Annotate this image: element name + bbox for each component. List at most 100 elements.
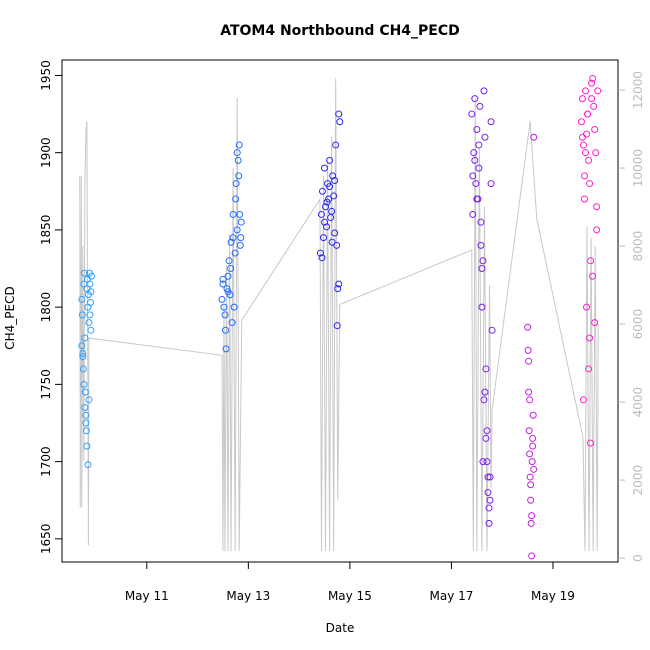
- point: [326, 183, 334, 191]
- y2-tick-label: 2000: [631, 465, 645, 496]
- point: [526, 396, 534, 404]
- point: [229, 210, 237, 218]
- point: [221, 311, 229, 319]
- point: [594, 87, 602, 95]
- point: [222, 345, 230, 353]
- point: [327, 214, 335, 222]
- point: [331, 176, 339, 184]
- point: [476, 102, 484, 110]
- point: [335, 110, 343, 118]
- point: [468, 110, 476, 118]
- point: [221, 326, 229, 334]
- point: [484, 473, 492, 481]
- point: [486, 473, 494, 481]
- point: [593, 203, 601, 211]
- point: [479, 257, 487, 265]
- point: [488, 326, 496, 334]
- point: [234, 156, 242, 164]
- point: [86, 311, 94, 319]
- point: [232, 180, 240, 188]
- point: [475, 164, 483, 172]
- point: [479, 458, 487, 466]
- point: [587, 439, 595, 447]
- point: [524, 346, 532, 354]
- point: [82, 419, 90, 427]
- point: [237, 234, 245, 242]
- y-tick-label: 1800: [39, 292, 53, 323]
- point: [525, 388, 533, 396]
- point: [481, 133, 489, 141]
- point: [593, 226, 601, 234]
- point: [318, 254, 326, 262]
- point: [78, 295, 86, 303]
- point: [587, 257, 595, 265]
- y2-tick-label: 0: [631, 554, 645, 562]
- point: [328, 238, 336, 246]
- point: [236, 241, 244, 249]
- x-tick-label: May 19: [531, 589, 575, 603]
- point: [487, 118, 495, 126]
- y-tick-label: 1950: [39, 60, 53, 91]
- point: [529, 442, 537, 450]
- plot-frame: [61, 59, 619, 563]
- x-tick-label: May 15: [328, 589, 372, 603]
- point: [529, 411, 537, 419]
- point: [228, 319, 236, 327]
- y-tick-label: 1650: [39, 524, 53, 555]
- point: [230, 303, 238, 311]
- point: [321, 164, 329, 172]
- y2-tick-label: 12000: [631, 71, 645, 109]
- point: [79, 353, 87, 361]
- point: [590, 102, 598, 110]
- point: [528, 458, 536, 466]
- point: [588, 95, 596, 103]
- point: [78, 311, 86, 319]
- point: [485, 504, 493, 512]
- point: [524, 323, 532, 331]
- point: [233, 226, 241, 234]
- point: [588, 79, 596, 87]
- point: [485, 519, 493, 527]
- point: [78, 342, 86, 350]
- point: [579, 141, 587, 149]
- point: [525, 357, 533, 365]
- point: [582, 87, 590, 95]
- point: [483, 427, 491, 435]
- point: [469, 210, 477, 218]
- point: [334, 285, 342, 293]
- point: [487, 180, 495, 188]
- point: [529, 434, 537, 442]
- point: [233, 149, 241, 157]
- point: [527, 481, 535, 489]
- point: [336, 118, 344, 126]
- point: [526, 473, 534, 481]
- point: [318, 187, 326, 195]
- point: [586, 334, 594, 342]
- point: [329, 172, 337, 180]
- point: [328, 207, 336, 215]
- point: [471, 95, 479, 103]
- point: [473, 195, 481, 203]
- point: [469, 172, 477, 180]
- point: [579, 396, 587, 404]
- point: [482, 434, 490, 442]
- point: [237, 218, 245, 226]
- y-axis-label: CH4_PECD: [3, 286, 17, 349]
- point: [482, 365, 490, 373]
- point: [470, 149, 478, 157]
- point: [332, 141, 340, 149]
- point: [219, 280, 227, 288]
- point: [475, 141, 483, 149]
- point: [477, 241, 485, 249]
- point: [591, 126, 599, 134]
- point: [477, 218, 485, 226]
- point: [591, 319, 599, 327]
- point: [478, 303, 486, 311]
- y-tick-label: 1750: [39, 369, 53, 400]
- point: [577, 118, 585, 126]
- point: [584, 110, 592, 118]
- point: [331, 229, 339, 237]
- point: [85, 396, 93, 404]
- point: [486, 496, 494, 504]
- point: [330, 192, 338, 200]
